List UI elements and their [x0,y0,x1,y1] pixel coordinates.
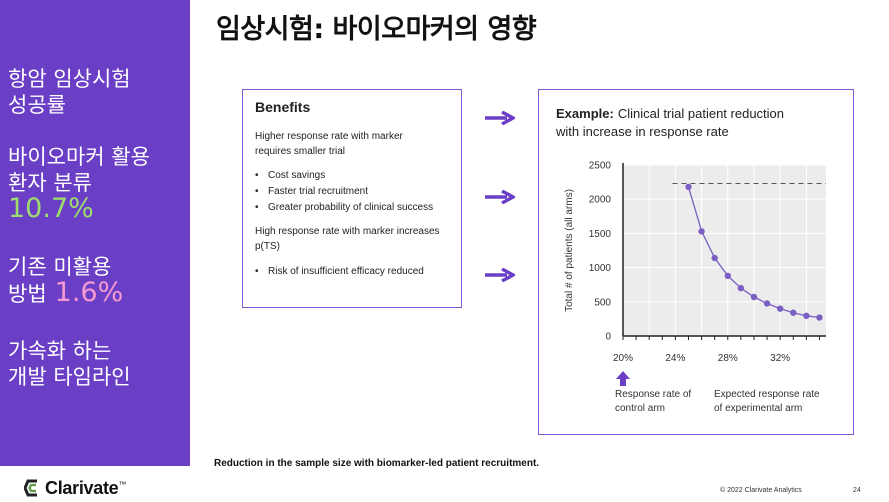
x-axis-ticks: 20% 24% 28% 32% [613,336,820,364]
x-tick-label: 32% [770,353,790,364]
benefits-text2: High response rate with marker increases… [255,224,455,254]
right-arrow-icon [485,268,515,282]
benefits-heading: Benefits [255,99,311,115]
benefits-text2-line1: High response rate with marker increases [255,226,440,237]
stat2-line2: 환자 분류 [8,171,92,195]
stat4-line2: 개발 타임라인 [8,365,131,389]
y-tick-label: 500 [594,297,611,308]
y-tick-label: 2000 [589,195,612,206]
example-title: Example: Clinical trial patient reduction [556,106,784,121]
footer-copyright: © 2022 Clarivate Analytics [720,487,802,494]
benefits-text1-line1: Higher response rate with marker [255,131,403,142]
x-tick-label: 20% [613,353,633,364]
x-tick-label: 24% [665,353,685,364]
chart-axes [622,163,826,337]
stat2-line1: 바이오마커 활용 [8,145,150,169]
note-control-arm-line2: control arm [615,403,665,414]
bullet-item: Cost savings [255,168,433,184]
clarivate-logo: Clarivate™ [24,478,126,498]
data-point [698,228,705,235]
y-tick-label: 1500 [589,229,612,240]
stat3-value: 1.6% [54,277,124,308]
right-arrow-icon [485,190,515,204]
stat4-line1: 가속화 하는 [8,339,112,363]
benefits-text1-line2: requires smaller trial [255,146,346,157]
benefits-text1: Higher response rate with marker require… [255,129,455,159]
data-point [711,254,718,262]
logo-text: Clarivate™ [45,478,126,499]
data-point [737,284,745,292]
y-axis-ticks: 0 500 1000 1500 2000 2500 [589,161,612,343]
note-experimental-line1: Expected response rate [714,389,820,400]
up-arrow-icon [616,371,630,386]
data-point [803,312,810,320]
note-experimental-line2: of experimental arm [714,403,802,414]
page-number: 24 [853,487,861,494]
data-point [776,305,784,312]
benefits-bullets2: Risk of insufficient efficacy reduced [255,264,424,280]
bullet-item: Greater probability of clinical success [255,200,433,216]
data-point [685,183,692,191]
y-tick-label: 2500 [589,161,612,172]
stat2-value: 10.7% [8,193,94,224]
stat-conventional: 기존 미활용 방법 1.6% [8,254,123,307]
benefits-bullets1: Cost savings Faster trial recruitment Gr… [255,168,433,216]
y-tick-label: 0 [605,332,611,343]
benefits-box: Benefits Higher response rate with marke… [242,89,462,308]
benefits-text2-line2: p(TS) [255,241,280,252]
clarivate-mark-icon [24,479,37,497]
grid-lines [623,164,826,336]
logo-trademark: ™ [118,479,127,489]
figure-caption: Reduction in the sample size with biomar… [214,458,540,469]
data-point [763,300,771,307]
data-point [816,314,823,321]
note-control-arm-line1: Response rate of [615,389,691,400]
bullet-item: Faster trial recruitment [255,184,433,200]
response-rate-chart: Example: Clinical trial patient reduction… [555,106,826,414]
sidebar-panel [0,0,190,466]
bullet-item: Risk of insufficient efficacy reduced [255,264,424,280]
stat1-line1: 항암 임상시험 [8,67,131,91]
example-chart-box: Example: Clinical trial patient reduction… [538,89,854,435]
data-points [685,183,823,321]
stat3-line1: 기존 미활용 [8,255,112,279]
data-point [750,293,758,301]
stat1-line2: 성공률 [8,93,66,117]
x-tick-label: 28% [718,353,738,364]
y-tick-label: 1000 [589,263,612,274]
stat-success-rate-label: 항암 임상시험 성공률 [8,66,131,118]
example-title-line2: with increase in response rate [555,124,729,139]
stat-biomarker: 바이오마커 활용 환자 분류 10.7% [8,144,150,222]
slide-title: 임상시험: 바이오마커의 영향 [216,14,537,45]
stat-timeline: 가속화 하는 개발 타임라인 [8,338,131,390]
logo-wordmark: Clarivate [45,477,119,498]
data-point [790,309,797,316]
plot-area [623,165,826,336]
data-point [724,272,731,280]
y-axis-label: Total # of patients (all arms) [564,189,575,312]
right-arrow-icon [485,111,515,125]
stat3-line2: 방법 [8,282,47,306]
